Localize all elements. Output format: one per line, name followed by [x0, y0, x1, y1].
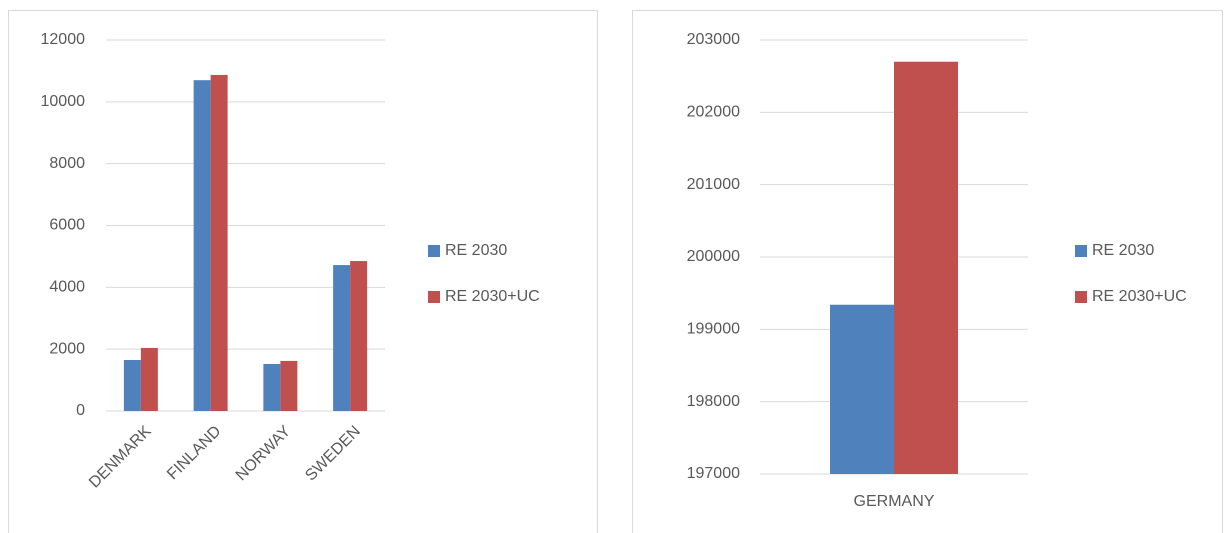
y-tick-label: 2000: [49, 340, 85, 357]
bar: [830, 304, 894, 474]
y-tick-label: 8000: [49, 155, 85, 172]
bar: [263, 364, 281, 411]
y-tick-label: 12000: [41, 31, 86, 48]
y-tick-label: 10000: [41, 93, 86, 110]
legend-label: RE 2030+UC: [445, 288, 540, 305]
y-tick-label: 6000: [49, 217, 85, 234]
chart-frame: [8, 10, 598, 533]
legend-swatch: [1075, 291, 1087, 303]
bar: [280, 360, 298, 411]
legend-swatch: [428, 291, 440, 303]
y-tick-label: 198000: [687, 393, 740, 410]
y-tick-label: 197000: [687, 465, 740, 482]
bar: [140, 347, 158, 411]
bar: [333, 265, 351, 411]
bar: [894, 61, 958, 474]
y-tick-label: 199000: [687, 321, 740, 338]
y-tick-label: 201000: [687, 176, 740, 193]
x-tick-label: GERMANY: [854, 493, 935, 510]
y-tick-label: 0: [76, 402, 85, 419]
legend-label: RE 2030: [1092, 242, 1154, 259]
legend-swatch: [428, 245, 440, 257]
x-tick-label: FINLAND: [164, 423, 224, 483]
x-tick-label: NORWAY: [233, 423, 295, 485]
y-tick-label: 4000: [49, 279, 85, 296]
chart-frame: [632, 10, 1223, 533]
bar: [210, 74, 228, 411]
y-tick-label: 200000: [687, 248, 740, 265]
legend-swatch: [1075, 245, 1087, 257]
bar: [350, 261, 368, 411]
bar: [193, 80, 211, 412]
y-tick-label: 203000: [687, 31, 740, 48]
legend-label: RE 2030+UC: [1092, 288, 1187, 305]
bar: [123, 359, 141, 411]
x-tick-label: SWEDEN: [302, 423, 364, 485]
y-tick-label: 202000: [687, 104, 740, 121]
legend-label: RE 2030: [445, 242, 507, 259]
x-tick-label: DENMARK: [86, 423, 155, 492]
